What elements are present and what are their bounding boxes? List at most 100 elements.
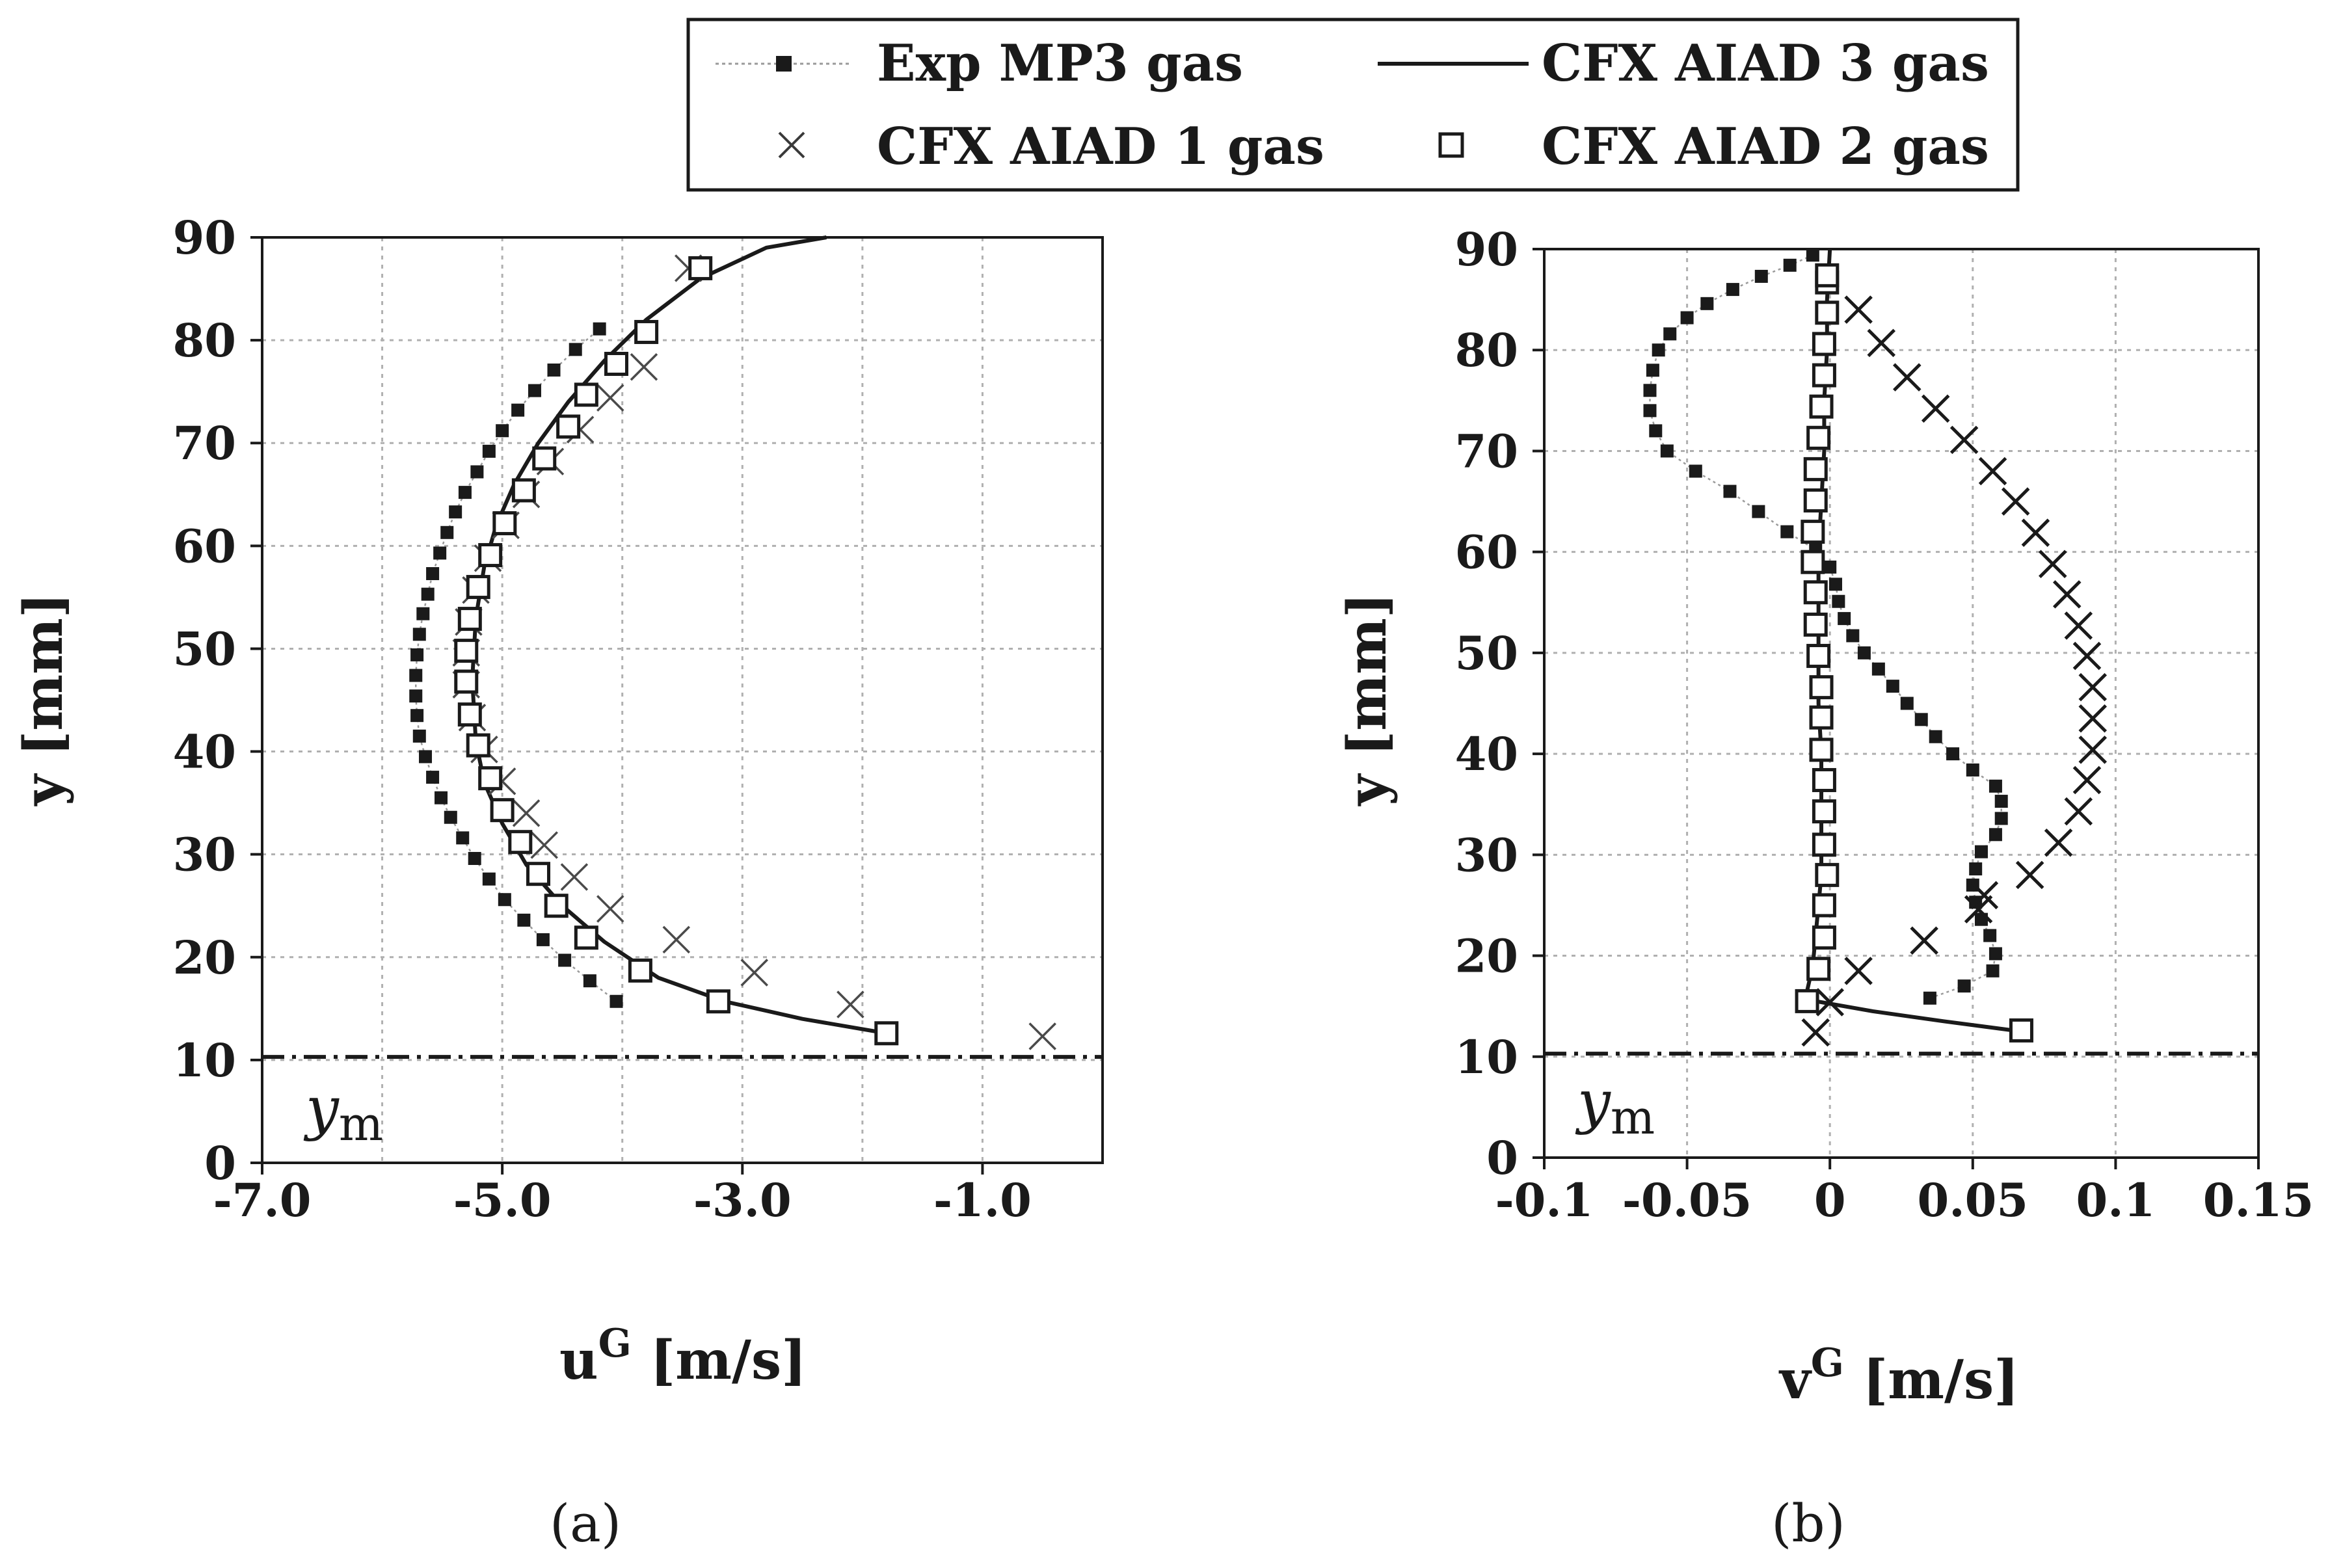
cfx2-point	[492, 511, 517, 536]
exp-point	[496, 424, 509, 438]
cfx2-point	[1803, 580, 1828, 605]
x-tick-label: 0.1	[2076, 1173, 2156, 1227]
exp-point	[433, 546, 447, 560]
y-tick-label: 10	[1455, 1030, 1518, 1084]
legend-label-cfx2: CFX AIAD 2 gas	[1542, 117, 1989, 176]
exp-point	[609, 994, 623, 1008]
exp-point	[1886, 680, 1899, 693]
cfx2-point	[1815, 862, 1840, 887]
exp-point	[458, 486, 472, 499]
y-tick-label: 60	[1455, 525, 1518, 579]
exp-point	[1646, 364, 1659, 377]
exp-point	[426, 567, 440, 581]
exp-point	[536, 933, 550, 946]
cfx1-point	[1028, 1022, 1056, 1050]
exp-point	[1643, 384, 1657, 397]
exp-point	[583, 974, 596, 988]
gridlines-a	[261, 236, 1104, 1164]
cfx1-point	[630, 352, 658, 381]
cfx1-point	[2078, 704, 2108, 733]
exp-point	[1969, 862, 1983, 876]
exp-point	[1900, 697, 1914, 710]
cfx2-point	[1812, 925, 1836, 950]
exp-point	[412, 729, 426, 743]
exp-point	[1649, 424, 1663, 438]
exp-point	[1823, 560, 1837, 574]
plot-frame-a	[261, 236, 1104, 1164]
exp-point	[1946, 747, 1960, 761]
cfx2-point	[490, 798, 515, 823]
cfx2-point	[1812, 363, 1836, 388]
y-tick-label: 20	[1455, 929, 1518, 983]
cfx2-point	[1809, 394, 1834, 419]
chart-a: 0 10 20 30 40 50 60 70 80 90 -7.0 -5.0 -3.0 -1.0 ym y […	[12, 211, 1104, 1554]
cfx1-point	[1867, 328, 1896, 358]
panel-label-a: (a)	[550, 1493, 621, 1554]
exp-point	[470, 465, 484, 479]
cfx2-point	[457, 607, 482, 631]
cfx2-point	[1812, 832, 1836, 857]
cfx2-point	[1815, 300, 1840, 325]
exp-point	[468, 851, 481, 865]
panel-label-b: (b)	[1771, 1493, 1845, 1554]
y-tick-label: 70	[173, 416, 236, 470]
exp-point	[1966, 763, 1979, 777]
y-tick-label: 50	[1455, 626, 1518, 680]
exp-point	[444, 810, 457, 824]
cfx1-point	[1844, 295, 1873, 324]
cfx1-point	[1970, 881, 1999, 910]
cfx1-point	[2044, 828, 2073, 857]
y-tick-label: 20	[173, 931, 236, 985]
exp-point	[1689, 464, 1702, 478]
exp-point	[569, 343, 582, 356]
x-tick-label: -3.0	[693, 1173, 792, 1227]
legend-item-exp: Exp MP3 gas	[716, 34, 1243, 93]
x-axis-title-b: vG [m/s]	[1778, 1340, 2019, 1411]
x-tick-label: -7.0	[213, 1173, 312, 1227]
cfx1-point	[2039, 550, 2067, 579]
cfx1-point	[1910, 926, 1938, 955]
y-tick-label: 30	[1455, 828, 1518, 882]
exp-point	[412, 628, 426, 641]
cfx1-point	[2001, 487, 2030, 516]
exp-point	[1680, 311, 1694, 325]
cfx1-point	[1964, 895, 1993, 924]
exp-point	[528, 384, 541, 397]
cfx2-point	[2009, 1018, 2033, 1043]
cfx2-point	[1801, 520, 1825, 544]
exp-point	[416, 607, 430, 620]
y-tick-label: 80	[173, 313, 236, 367]
y-axis-title-b: y [mm]	[1336, 592, 1399, 806]
exp-point	[1989, 779, 2002, 793]
cfx2-point	[574, 925, 598, 950]
exp-point	[1994, 812, 2008, 825]
cfx2-point	[544, 894, 569, 918]
cfx2-point	[1809, 737, 1834, 762]
exp-point	[1700, 297, 1714, 310]
series-exp-a	[409, 322, 623, 1008]
y-tick-label: 70	[1455, 424, 1518, 478]
legend-marker-filled-square	[776, 56, 792, 72]
y-tick-label: 10	[173, 1033, 236, 1087]
cfx2-point	[1801, 550, 1825, 574]
legend-label-cfx3: CFX AIAD 3 gas	[1542, 34, 1989, 93]
exp-point	[558, 953, 572, 967]
x-tick-label: -0.1	[1495, 1173, 1594, 1227]
cfx2-point	[556, 414, 581, 439]
exp-point	[1652, 343, 1665, 357]
exp-point	[1838, 612, 1851, 626]
exp-point	[419, 750, 433, 764]
legend-marker-cross	[778, 131, 805, 159]
cfx1-point	[2064, 611, 2093, 640]
y-tick-label: 40	[173, 725, 236, 779]
exp-point	[1957, 979, 1971, 993]
cfx1-point	[2021, 518, 2050, 547]
legend: Exp MP3 gas CFX AIAD 3 gas CFX AIAD 1 ga…	[686, 18, 2020, 192]
cfx1-point	[1893, 363, 1922, 392]
cfx2-point	[1803, 488, 1828, 513]
exp-point	[1929, 730, 1942, 743]
exp-point	[1806, 248, 1819, 262]
exp-point	[1923, 991, 1936, 1005]
exp-point	[547, 363, 561, 377]
exp-point	[1828, 578, 1842, 591]
